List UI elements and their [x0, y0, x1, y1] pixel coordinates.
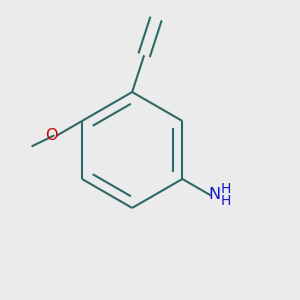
Text: N: N [209, 187, 221, 202]
Text: H: H [221, 194, 231, 208]
Text: O: O [45, 128, 57, 143]
Text: H: H [221, 182, 231, 196]
